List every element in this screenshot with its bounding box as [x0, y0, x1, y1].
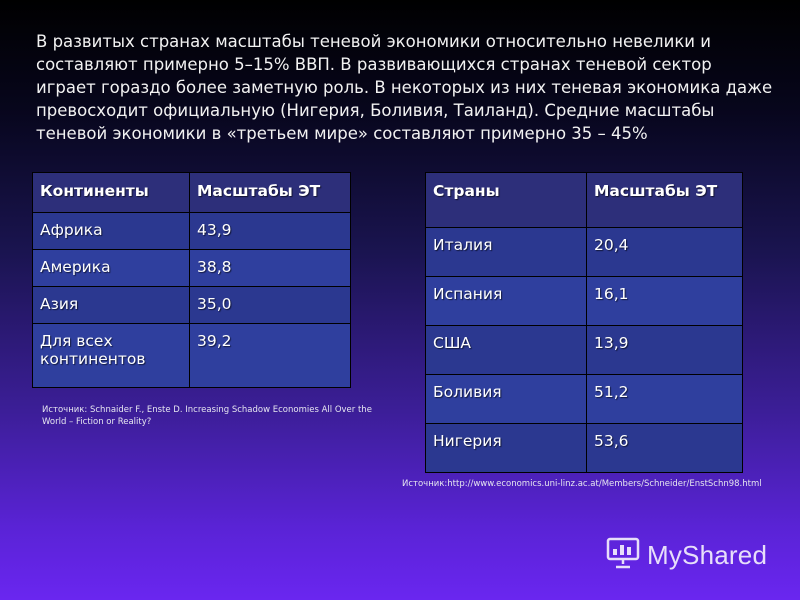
continent-value: 38,8 — [189, 249, 351, 287]
table-row: Испания 16,1 — [425, 276, 743, 326]
table-row: Америка 38,8 — [32, 249, 351, 287]
continent-name: Африка — [32, 212, 190, 250]
column-header-continents: Континенты — [32, 172, 190, 213]
watermark: MyShared — [605, 535, 767, 575]
table-row: Азия 35,0 — [32, 286, 351, 324]
country-name: Боливия — [425, 374, 587, 424]
table-row: Нигерия 53,6 — [425, 423, 743, 473]
continent-name: Америка — [32, 249, 190, 287]
country-value: 51,2 — [586, 374, 743, 424]
continent-name: Азия — [32, 286, 190, 324]
country-value: 13,9 — [586, 325, 743, 375]
watermark-text: MyShared — [647, 539, 768, 570]
source-citation-right: Источник:http://www.economics.uni-linz.a… — [402, 479, 762, 489]
continents-table: Континенты Масштабы ЭТ Африка 43,9 Амери… — [32, 172, 351, 388]
country-name: Нигерия — [425, 423, 587, 473]
continent-value: 43,9 — [189, 212, 351, 250]
country-value: 20,4 — [586, 227, 743, 277]
table-row: Для всех континентов 39,2 — [32, 323, 351, 388]
column-header-et-scale: Масштабы ЭТ — [189, 172, 351, 213]
table-row: Африка 43,9 — [32, 212, 351, 250]
continent-value: 35,0 — [189, 286, 351, 324]
continent-name: Для всех континентов — [32, 323, 190, 388]
table-row: Италия 20,4 — [425, 227, 743, 277]
country-name: Италия — [425, 227, 587, 277]
intro-paragraph: В развитых странах масштабы теневой экон… — [36, 32, 773, 143]
source-citation-left: Источник: Schnaider F., Enste D. Increas… — [42, 405, 372, 427]
country-name: Испания — [425, 276, 587, 326]
table-row: Боливия 51,2 — [425, 374, 743, 424]
presentation-board-icon — [605, 535, 641, 575]
countries-table: Страны Масштабы ЭТ Италия 20,4 Испания 1… — [425, 172, 743, 473]
country-value: 16,1 — [586, 276, 743, 326]
table-header-row: Континенты Масштабы ЭТ — [32, 172, 351, 213]
country-value: 53,6 — [586, 423, 743, 473]
column-header-countries: Страны — [425, 172, 587, 228]
column-header-et-scale: Масштабы ЭТ — [586, 172, 743, 228]
country-name: США — [425, 325, 587, 375]
table-row: США 13,9 — [425, 325, 743, 375]
continent-value: 39,2 — [189, 323, 351, 388]
table-header-row: Страны Масштабы ЭТ — [425, 172, 743, 228]
